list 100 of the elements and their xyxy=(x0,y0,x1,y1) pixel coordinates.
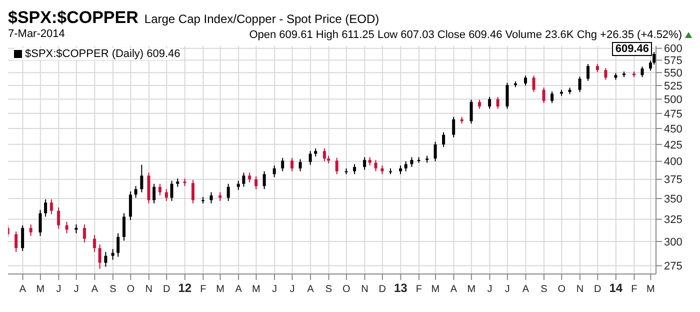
x-tick-label: 12 xyxy=(178,281,192,295)
x-tick-label: N xyxy=(145,284,153,295)
candlestick xyxy=(298,158,302,172)
candlestick xyxy=(93,234,96,252)
x-tick-label: A xyxy=(522,284,530,295)
candlestick xyxy=(21,224,24,252)
text: 7-Mar-2014 xyxy=(8,28,65,42)
chart-title: $SPX:$COPPER xyxy=(8,8,138,28)
candlestick xyxy=(272,165,276,178)
candlestick xyxy=(322,148,326,162)
candlestick xyxy=(82,224,86,243)
y-tick-label: 500 xyxy=(664,94,682,106)
candlestick xyxy=(488,96,492,110)
candlestick xyxy=(65,221,68,234)
candlestick xyxy=(57,206,60,230)
y-tick-label: 575 xyxy=(664,55,682,68)
x-tick-label: F xyxy=(416,284,422,295)
x-tick-label: A xyxy=(450,284,458,295)
y-tick-label: 350 xyxy=(664,193,682,206)
candlestick xyxy=(44,198,48,218)
x-tick-label: M xyxy=(36,284,45,295)
y-tick-label: 300 xyxy=(664,236,682,248)
x-tick-label: N xyxy=(361,284,368,295)
x-tick-label: M xyxy=(431,284,440,295)
candlestick xyxy=(524,75,528,86)
candlestick xyxy=(262,170,266,190)
x-tick-label: M xyxy=(216,284,224,295)
x-tick-label: 14 xyxy=(609,281,623,295)
x-tick-label: S xyxy=(540,284,548,295)
candlestick xyxy=(158,183,162,196)
candlestick xyxy=(122,212,126,242)
candlestick xyxy=(452,116,456,138)
text: Open 609.61 High 611.25 Low 607.03 Close 609.46 Volume 23.6K Chg +26.35 (+4.52%) xyxy=(249,28,683,42)
candlestick xyxy=(496,96,500,110)
x-tick-label: J xyxy=(504,284,510,295)
candlestick xyxy=(140,164,144,193)
x-tick-label: O xyxy=(342,284,351,295)
candlestick xyxy=(128,190,132,221)
candlestick xyxy=(104,251,108,268)
y-tick-label: 550 xyxy=(664,67,682,80)
x-tick-label: D xyxy=(594,284,602,295)
candlestick xyxy=(242,172,246,188)
candlestick xyxy=(111,248,114,260)
x-tick-label: S xyxy=(325,284,332,295)
x-tick-label: N xyxy=(576,284,584,295)
x-tick-label: J xyxy=(487,284,492,295)
candlestick xyxy=(335,157,338,175)
candlestick xyxy=(404,160,408,172)
chart-subtitle: Large Cap Index/Copper - Spot Price (EOD) xyxy=(144,12,380,26)
candlestick xyxy=(542,87,546,104)
candlestick xyxy=(226,183,230,202)
candlestick xyxy=(550,90,554,104)
x-tick-label: F xyxy=(200,284,206,295)
candlestick xyxy=(29,224,32,236)
candlestick xyxy=(478,99,482,110)
x-tick-label: J xyxy=(272,284,278,295)
candlestick xyxy=(308,150,312,166)
legend-label: $SPX:$COPPER (Daily) 609.46 xyxy=(25,48,180,60)
candlestick xyxy=(170,180,174,202)
candlestick xyxy=(604,68,608,80)
candlestick xyxy=(38,209,42,236)
y-tick-label: 325 xyxy=(664,214,682,226)
candlestick xyxy=(254,176,258,190)
candlestick xyxy=(353,164,356,175)
candlestick xyxy=(363,156,366,170)
candlestick xyxy=(442,132,446,148)
x-tick-label: 13 xyxy=(394,281,408,295)
candlestick xyxy=(164,188,168,202)
candlestick xyxy=(134,186,138,198)
candlestick xyxy=(98,244,102,270)
x-tick-label: A xyxy=(307,284,314,295)
x-tick-label: F xyxy=(631,284,638,295)
x-tick-label: D xyxy=(162,284,170,295)
x-tick-label: A xyxy=(19,284,26,295)
x-tick-label: M xyxy=(252,284,260,295)
x-tick-label: J xyxy=(56,284,62,295)
candlestick xyxy=(210,192,213,204)
y-tick-label: 525 xyxy=(664,80,682,92)
x-tick-label: O xyxy=(126,284,135,295)
y-tick-label: 600 xyxy=(664,43,682,56)
y-tick-label: 375 xyxy=(664,174,682,186)
candlestick xyxy=(14,230,18,252)
x-tick-label: O xyxy=(558,284,566,295)
candlestick xyxy=(248,172,252,183)
x-tick-label: S xyxy=(110,284,117,295)
y-tick-label: 425 xyxy=(664,139,682,152)
y-tick-label: 400 xyxy=(664,156,682,168)
candlestick xyxy=(586,64,590,82)
x-tick-label: M xyxy=(467,284,476,295)
candlestick xyxy=(116,232,120,258)
candlestick xyxy=(506,82,509,110)
x-tick-label: A xyxy=(235,284,242,295)
candlestick xyxy=(236,180,240,190)
candlestick xyxy=(434,141,437,162)
x-tick-label: D xyxy=(378,284,386,295)
candlestick xyxy=(290,157,294,172)
y-tick-label: 275 xyxy=(664,260,682,273)
candlestick xyxy=(191,180,194,204)
candlestick xyxy=(410,156,414,168)
candlestick xyxy=(374,159,378,172)
